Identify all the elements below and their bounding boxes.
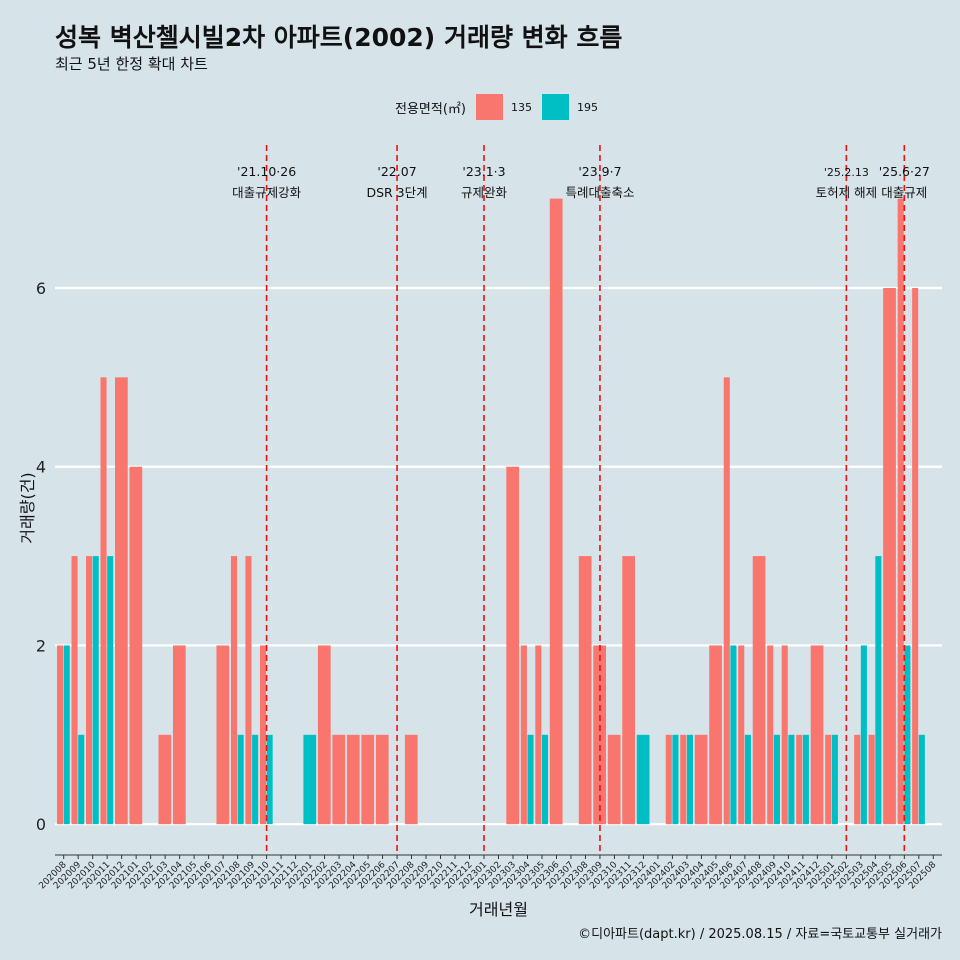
bar-195-202403 [686, 734, 693, 825]
event-desc-label: 규제완화 [461, 185, 508, 200]
legend-key-135 [475, 94, 503, 120]
bar-135-202409 [767, 645, 774, 825]
legend-key-195 [541, 94, 569, 120]
bar-135-202405 [709, 645, 722, 825]
bar-135-202010 [86, 556, 93, 825]
y-tick-label: 2 [36, 636, 46, 655]
event-date-label: '22.07 [377, 164, 416, 179]
bar-195-202010 [92, 556, 99, 825]
bar-135-202506 [897, 198, 904, 825]
x-axis-title: 거래년월 [469, 900, 528, 919]
bar-195-202402 [672, 734, 679, 825]
bar-135-202206 [375, 734, 389, 825]
y-tick-label: 6 [36, 279, 46, 298]
bar-195-202109 [252, 734, 259, 825]
bar-135-202309 [593, 645, 607, 825]
bar-195-202409 [773, 734, 780, 825]
chart-title: 성복 벽산첼시빌2차 아파트(2002) 거래량 변화 흐름 [55, 23, 623, 52]
bar-135-202504 [868, 734, 875, 825]
bar-135-202203 [332, 734, 346, 825]
bar-135-202311 [622, 556, 636, 825]
bar-135-202208 [404, 734, 418, 825]
bar-135-202008 [57, 645, 64, 825]
y-tick-label: 4 [36, 458, 46, 477]
bar-195-202108 [237, 734, 244, 825]
event-date-label: '25.2.13 [824, 166, 869, 179]
bar-195-202305 [541, 734, 549, 825]
bar-135-202306 [549, 198, 563, 825]
legend-title: 전용면적(㎡) [395, 101, 466, 117]
bar-195-202504 [875, 556, 882, 825]
bar-195-202201 [303, 734, 317, 825]
bar-135-202507 [912, 287, 919, 825]
bar-135-202103 [158, 734, 172, 825]
event-desc-label: 토허제 해제 [816, 185, 877, 200]
bar-195-202406 [730, 645, 737, 825]
bar-135-202107 [216, 645, 230, 825]
y-tick-label: 0 [36, 815, 46, 834]
bar-195-202501 [831, 734, 838, 825]
event-desc-label: 대출규제 [881, 185, 927, 200]
bar-195-202410 [788, 734, 795, 825]
y-axis-title: 거래량(건) [18, 472, 37, 543]
bar-135-202404 [694, 734, 708, 825]
bar-135-202310 [607, 734, 621, 825]
bar-135-202205 [361, 734, 375, 825]
bar-195-202506 [904, 645, 911, 825]
legend-label-135: 135 [510, 100, 532, 114]
bar-195-202011 [107, 556, 114, 825]
bar-135-202412 [810, 645, 824, 825]
bar-135-202009 [71, 556, 78, 825]
bar-135-202303 [506, 466, 520, 825]
event-date-label: '23.1·3 [462, 164, 505, 179]
bar-135-202101 [129, 466, 143, 825]
bar-195-202312 [636, 734, 650, 825]
bar-135-202503 [854, 734, 861, 825]
bar-195-202411 [802, 734, 809, 825]
bar-135-202505 [883, 287, 896, 825]
bar-135-202308 [578, 556, 592, 825]
bar-135-202304 [520, 645, 527, 825]
bar-195-202503 [860, 645, 867, 825]
bar-135-202104 [172, 645, 186, 825]
bar-135-202108 [230, 556, 238, 825]
bar-135-202402 [665, 734, 672, 825]
event-desc-label: 대출규제강화 [232, 185, 302, 200]
bar-135-202403 [680, 734, 687, 825]
event-desc-label: 특례대출축소 [565, 185, 634, 200]
bar-135-202110 [259, 645, 267, 825]
bar-135-202410 [781, 645, 788, 825]
bar-195-202507 [918, 734, 925, 825]
bar-195-202407 [744, 734, 751, 825]
chart-subtitle: 최근 5년 한정 확대 차트 [55, 55, 208, 73]
bar-195-202304 [527, 734, 534, 825]
event-date-label: '25.6·27 [879, 164, 930, 179]
legend-label-195: 195 [576, 100, 598, 114]
event-desc-label: DSR 3단계 [366, 185, 427, 200]
event-date-label: '23.9·7 [578, 164, 621, 179]
event-date-label: '21.10·26 [237, 164, 296, 179]
bar-135-202305 [535, 645, 542, 825]
bar-195-202110 [266, 734, 273, 825]
bar-135-202501 [825, 734, 832, 825]
bar-135-202406 [723, 377, 730, 825]
bar-135-202012 [115, 377, 128, 825]
bar-135-202204 [346, 734, 360, 825]
source-caption: ©디아파트(dapt.kr) / 2025.08.15 / 자료=국토교통부 실… [578, 927, 942, 942]
bar-135-202411 [796, 734, 803, 825]
bar-195-202009 [78, 734, 85, 825]
bar-135-202109 [245, 556, 252, 825]
legend: 전용면적(㎡) 135 195 [395, 94, 608, 120]
bar-195-202008 [63, 645, 70, 825]
bar-135-202407 [738, 645, 745, 825]
bar-135-202011 [100, 377, 107, 825]
bar-135-202408 [752, 556, 766, 825]
bar-135-202202 [317, 645, 331, 825]
